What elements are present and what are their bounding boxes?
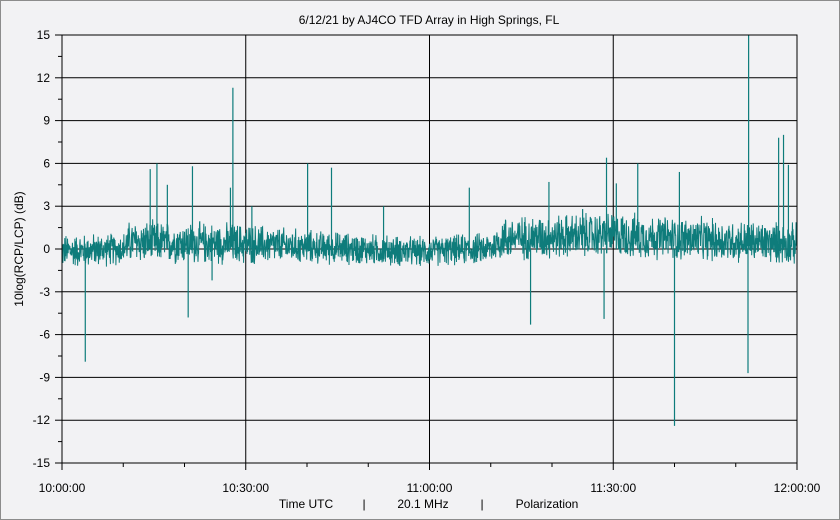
x-axis-label-part: |	[480, 497, 483, 511]
y-tick-label: -12	[33, 413, 51, 427]
y-tick-label: -15	[33, 456, 51, 470]
y-tick-label: 12	[37, 71, 51, 85]
chart-title: 6/12/21 by AJ4CO TFD Array in High Sprin…	[299, 13, 560, 27]
x-axis-label-part: Time UTC	[279, 497, 334, 511]
y-tick-label: 0	[43, 242, 50, 256]
y-tick-label: 9	[43, 114, 50, 128]
x-tick-label: 10:30:00	[222, 481, 269, 495]
x-axis-label: Time UTC | 20.1 MHz | Polarization	[279, 497, 578, 511]
y-tick-label: -9	[39, 370, 50, 384]
x-tick-label: 10:00:00	[39, 481, 86, 495]
y-tick-label: -6	[39, 328, 50, 342]
y-tick-label: 6	[43, 156, 50, 170]
x-tick-label: 11:30:00	[590, 481, 636, 495]
y-axis-label: 10log(RCP/LCP) (dB)	[12, 191, 26, 306]
x-axis: 10:00:00 10:30:00 11:00:00 11:30:00 12:00:00	[39, 463, 821, 495]
x-axis-label-part: Polarization	[516, 497, 579, 511]
y-axis: 15 12 9 6 3 0 -3 -6 -9 -12 -15	[33, 28, 62, 470]
x-tick-label: 11:00:00	[407, 481, 453, 495]
y-tick-label: 15	[37, 28, 51, 42]
x-tick-label: 12:00:00	[774, 481, 821, 495]
data-trace	[61, 35, 798, 426]
y-tick-label: 3	[43, 199, 50, 213]
x-axis-label-part: 20.1 MHz	[397, 497, 448, 511]
y-tick-label: -3	[39, 285, 50, 299]
x-axis-label-part: |	[362, 497, 365, 511]
noise-trace	[61, 212, 798, 267]
